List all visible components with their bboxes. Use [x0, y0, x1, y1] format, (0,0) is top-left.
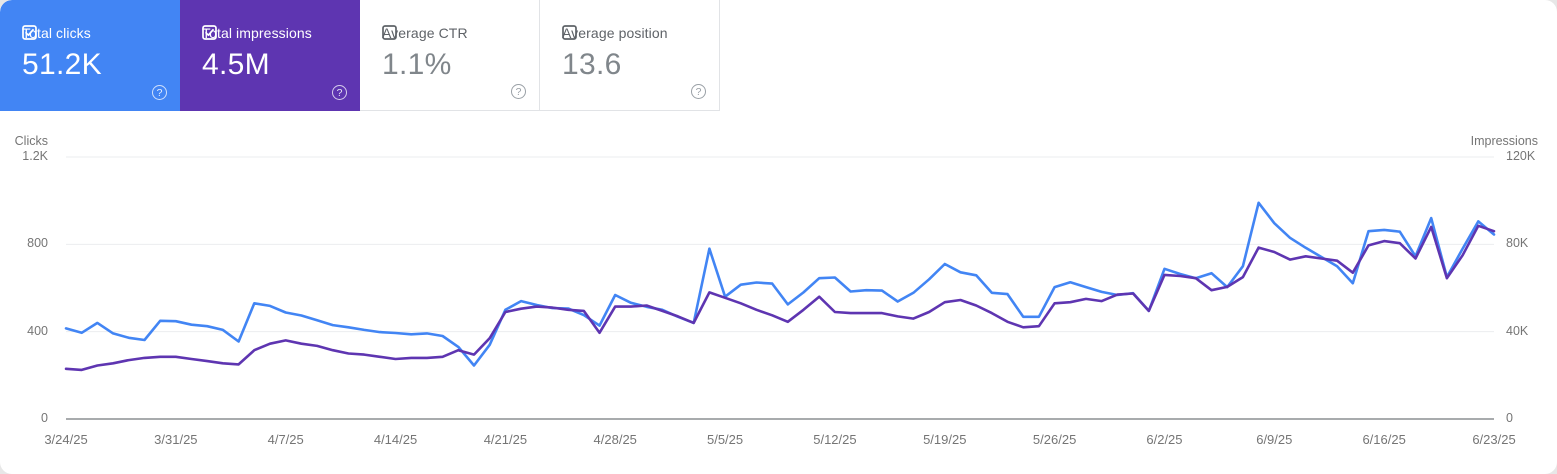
card-label: Total impressions: [202, 25, 312, 41]
card-label: Average CTR: [382, 25, 468, 41]
card-label: Total clicks: [22, 25, 91, 41]
left-axis-tick-label: 0: [41, 411, 48, 425]
card-value: 51.2K: [22, 48, 102, 81]
right-axis-tick-label: 120K: [1506, 149, 1536, 163]
x-axis-tick-label: 6/23/25: [1472, 432, 1516, 447]
x-axis-tick-label: 5/5/25: [706, 432, 744, 447]
x-axis-tick-label: 3/24/25: [44, 432, 88, 447]
card-label: Average position: [562, 25, 668, 41]
series-line-total-clicks: [64, 201, 1496, 367]
right-axis-tick-label: 40K: [1506, 323, 1529, 338]
checkbox-unchecked-icon[interactable]: [382, 25, 397, 40]
x-axis-tick-label: 4/7/25: [267, 432, 304, 447]
right-axis-tick-label: 80K: [1506, 236, 1529, 251]
x-axis-tick-label: 5/12/25: [813, 432, 857, 447]
card-total-impressions[interactable]: Total impressions 4.5M ?: [180, 0, 360, 111]
help-icon[interactable]: ?: [511, 84, 526, 99]
x-axis-tick-label: 6/16/25: [1362, 432, 1406, 447]
left-axis-tick-label: 1.2K: [22, 149, 48, 163]
x-axis-tick-label: 4/14/25: [373, 432, 418, 447]
card-value: 1.1%: [382, 48, 452, 81]
card-value: 4.5M: [202, 48, 270, 81]
left-axis-tick-label: 400: [27, 323, 48, 338]
x-axis-tick-label: 4/28/25: [593, 432, 637, 447]
help-icon[interactable]: ?: [332, 85, 347, 100]
card-value: 13.6: [562, 48, 622, 81]
x-axis-tick-label: 6/9/25: [1256, 432, 1293, 447]
checkbox-unchecked-icon[interactable]: [562, 25, 577, 40]
x-axis-tick-label: 6/2/25: [1146, 432, 1183, 447]
series-line-total-impressions: [64, 224, 1496, 372]
help-icon[interactable]: ?: [691, 84, 706, 99]
card-total-clicks[interactable]: Total clicks 51.2K ?: [0, 0, 180, 111]
x-axis-tick-label: 3/31/25: [154, 432, 198, 447]
right-axis-tick-label: 0: [1506, 411, 1513, 425]
right-axis-title: Impressions: [1470, 134, 1538, 148]
metric-cards-row: Total clicks 51.2K ? Total impressions 4…: [0, 0, 1557, 111]
left-axis-tick-label: 800: [27, 236, 48, 251]
help-icon[interactable]: ?: [152, 85, 167, 100]
left-axis-title: Clicks: [14, 134, 48, 148]
card-total-impressions-header: Total impressions: [202, 25, 312, 41]
card-average-ctr-header: Average CTR: [382, 25, 468, 41]
card-average-ctr[interactable]: Average CTR 1.1% ?: [360, 0, 540, 111]
x-axis-tick-label: 5/26/25: [1032, 432, 1077, 447]
card-average-position-header: Average position: [562, 25, 668, 41]
checkbox-checked-icon[interactable]: [22, 25, 37, 40]
card-total-clicks-header: Total clicks: [22, 25, 91, 41]
x-axis-tick-label: 5/19/25: [923, 432, 967, 447]
x-axis-tick-label: 4/21/25: [483, 432, 528, 447]
checkbox-checked-icon[interactable]: [202, 25, 217, 40]
card-average-position[interactable]: Average position 13.6 ?: [540, 0, 720, 111]
